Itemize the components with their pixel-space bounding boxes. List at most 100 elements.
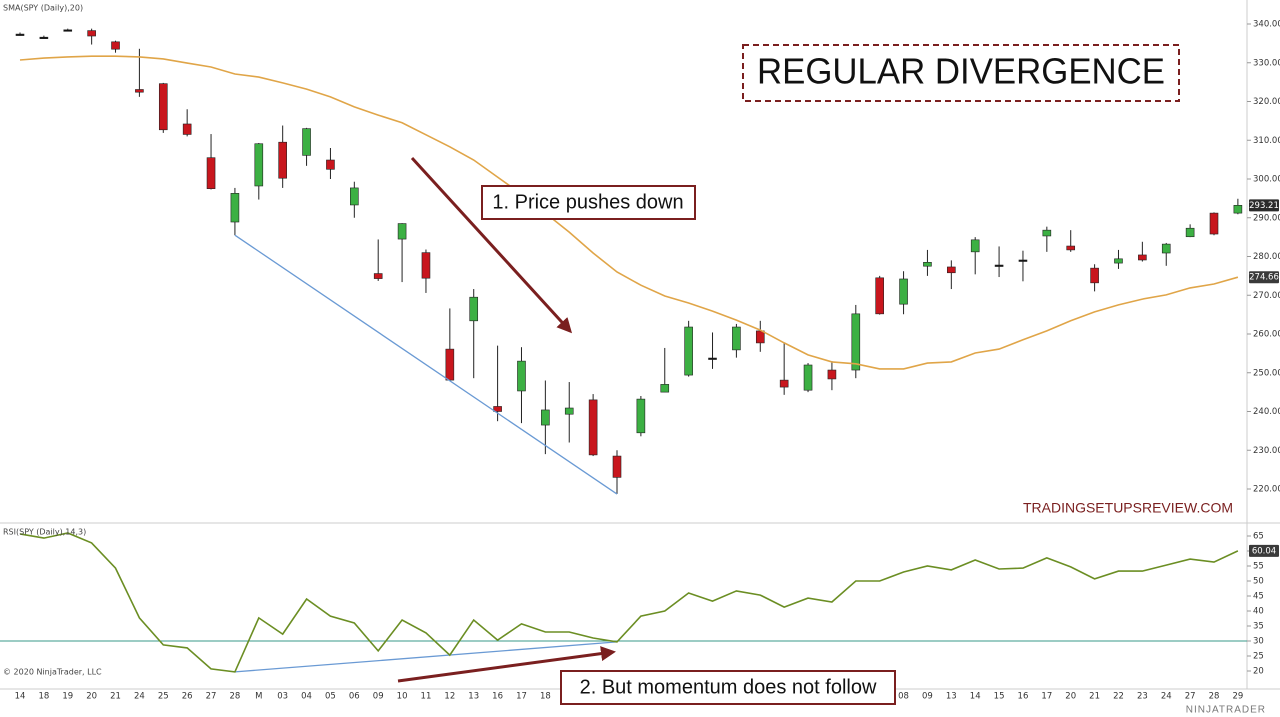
y-tick-label: 340.00 [1253, 20, 1280, 30]
series-line [19, 532, 1239, 673]
x-tick-label: 27 [1185, 692, 1196, 702]
y-tick-label: 65 [1253, 532, 1264, 542]
candle-body [994, 264, 1004, 267]
x-tick-label: 12 [444, 692, 455, 702]
candle-body [421, 252, 431, 279]
value-badge [1249, 271, 1279, 284]
watermark: TRADINGSETUPSREVIEW.COM [1023, 500, 1233, 516]
x-tick-label: 24 [134, 692, 145, 702]
y-tick-label: 330.00 [1253, 58, 1280, 68]
y-tick-label: 320.00 [1253, 97, 1280, 107]
x-tick-label: 15 [994, 692, 1005, 702]
x-tick-label: 20 [1065, 692, 1076, 702]
x-tick-label: 20 [86, 692, 97, 702]
y-tick-label: 310.00 [1253, 136, 1280, 146]
x-tick-label: 05 [325, 692, 336, 702]
candle-body [541, 409, 550, 426]
y-tick-label: 240.00 [1253, 407, 1280, 417]
candle-body [970, 239, 980, 253]
x-tick-label: 24 [1161, 692, 1172, 702]
candle-body [469, 296, 479, 322]
x-tick-label: 25 [158, 692, 169, 702]
y-tick-label: 35 [1253, 622, 1264, 632]
y-tick-label: 45 [1253, 592, 1264, 602]
candle-body [684, 326, 693, 376]
x-tick-label: 17 [516, 692, 527, 702]
candle-body [1066, 245, 1076, 251]
candle-body [588, 399, 598, 456]
y-tick-label: 25 [1253, 652, 1264, 662]
candle-body [445, 348, 455, 381]
candle-body [1209, 212, 1219, 235]
x-tick-label: 09 [373, 692, 384, 702]
title-box [742, 44, 1180, 102]
x-tick-label: 18 [540, 692, 551, 702]
x-tick-label: 18 [38, 692, 49, 702]
indicator-label: RSI(SPY (Daily),14,3) [3, 528, 86, 537]
series-line [19, 55, 1239, 370]
candle-body [612, 455, 622, 478]
x-tick-label: 28 [1209, 692, 1220, 702]
candle-body [182, 123, 192, 135]
x-tick-label: 21 [110, 692, 121, 702]
candle-body [708, 357, 717, 360]
x-tick-label: 19 [62, 692, 73, 702]
y-tick-label: 300.00 [1253, 175, 1280, 185]
indicator-label: SMA(SPY (Daily),20) [3, 4, 83, 13]
x-tick-label: 17 [1041, 692, 1052, 702]
x-tick-label: 13 [946, 692, 957, 702]
candle-body [135, 89, 144, 93]
x-tick-label: 13 [468, 692, 479, 702]
x-tick-label: 28 [230, 692, 241, 702]
candle-body [158, 83, 168, 131]
candle-body [947, 266, 956, 274]
candle-body [803, 364, 813, 391]
candle-body [1233, 205, 1243, 214]
candle-body [779, 379, 789, 388]
candle-body [1018, 259, 1028, 262]
chart-title: REGULAR DIVERGENCE [757, 51, 1165, 92]
candle-body [15, 33, 25, 36]
y-tick-label: 55 [1253, 562, 1264, 572]
x-tick-label: 27 [206, 692, 217, 702]
value-label: 274.66 [1249, 273, 1279, 283]
annotation-box [481, 185, 696, 220]
candle-body [1114, 258, 1123, 264]
value-badge [1249, 544, 1279, 557]
trendline [234, 234, 618, 495]
candle-body [326, 159, 335, 170]
candle-body [39, 36, 49, 39]
candle-body [111, 41, 120, 50]
candle-body [1042, 229, 1052, 237]
candle-body [1090, 267, 1099, 284]
trendline [234, 641, 618, 673]
candle-body [660, 384, 670, 393]
y-tick-label: 40 [1253, 607, 1264, 617]
x-tick-label: M [255, 692, 262, 702]
candle-body [899, 278, 908, 305]
y-tick-label: 280.00 [1253, 252, 1280, 262]
annotation: 2. But momentum does not follow [580, 676, 877, 698]
y-tick-label: 220.00 [1253, 485, 1280, 495]
price-badge [1249, 199, 1279, 212]
candle-body [851, 313, 861, 371]
value-label: 60.04 [1252, 546, 1276, 556]
annotations: SMA(SPY (Daily),20) RSI(SPY (Daily),14,3… [3, 4, 1265, 716]
arrow [410, 156, 573, 334]
arrow [397, 646, 616, 683]
candle-body [254, 143, 264, 187]
price-label: 293.21 [1249, 201, 1279, 211]
candle-body [397, 223, 407, 240]
y-tick-label: 290.00 [1253, 213, 1280, 223]
candle-body [493, 406, 502, 412]
x-tick-label: 29 [1232, 692, 1243, 702]
x-tick-label: 08 [898, 692, 909, 702]
candle-body [1138, 254, 1147, 261]
x-tick-label: 04 [301, 692, 312, 702]
y-tick-label: 50 [1253, 577, 1264, 587]
candle-body [827, 369, 837, 380]
candle-body [636, 398, 646, 434]
